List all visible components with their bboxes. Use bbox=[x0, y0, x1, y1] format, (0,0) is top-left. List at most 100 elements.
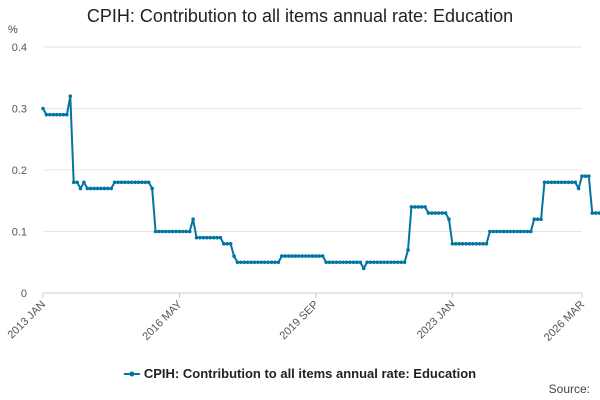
data-point bbox=[68, 94, 73, 98]
data-point bbox=[204, 235, 209, 240]
data-point bbox=[494, 229, 499, 234]
data-point bbox=[112, 180, 117, 185]
data-point bbox=[75, 180, 79, 185]
data-point bbox=[140, 180, 144, 185]
data-point bbox=[505, 229, 509, 234]
data-point bbox=[242, 260, 247, 265]
data-point bbox=[450, 242, 455, 246]
legend-marker bbox=[129, 371, 135, 377]
data-point bbox=[187, 229, 192, 234]
data-point bbox=[515, 229, 519, 234]
data-point bbox=[71, 180, 76, 185]
data-point bbox=[150, 186, 154, 191]
x-tick-label: 2019 SEP bbox=[278, 299, 322, 343]
data-point bbox=[293, 254, 298, 258]
data-point bbox=[283, 254, 288, 258]
data-point bbox=[123, 180, 127, 185]
data-point bbox=[276, 260, 281, 265]
data-point bbox=[542, 180, 547, 185]
data-point bbox=[245, 260, 250, 265]
data-point bbox=[85, 186, 90, 191]
data-point bbox=[501, 229, 506, 234]
data-point bbox=[344, 260, 349, 265]
data-point bbox=[453, 242, 458, 246]
y-axis-unit-label: % bbox=[8, 24, 18, 36]
data-point bbox=[136, 180, 141, 185]
data-point bbox=[590, 211, 595, 215]
data-point bbox=[566, 180, 571, 185]
data-point bbox=[153, 229, 158, 234]
data-point bbox=[310, 254, 315, 258]
data-point bbox=[395, 260, 400, 265]
data-point bbox=[239, 260, 243, 265]
data-point bbox=[324, 260, 328, 265]
data-point bbox=[430, 211, 434, 215]
data-point bbox=[440, 211, 444, 215]
data-point bbox=[413, 205, 417, 209]
data-point bbox=[262, 260, 267, 265]
y-tick-label: 0 bbox=[21, 288, 27, 300]
data-point bbox=[307, 254, 311, 258]
data-point bbox=[382, 260, 386, 265]
data-point bbox=[402, 260, 407, 265]
data-point bbox=[556, 180, 560, 185]
y-tick-label: 0.2 bbox=[12, 165, 27, 177]
data-point bbox=[406, 248, 410, 252]
data-point bbox=[273, 260, 277, 265]
data-point bbox=[539, 217, 543, 221]
data-point bbox=[208, 235, 212, 240]
data-point bbox=[88, 186, 93, 191]
data-point bbox=[61, 112, 66, 117]
data-point bbox=[297, 254, 301, 258]
data-point bbox=[184, 229, 189, 234]
data-point bbox=[54, 112, 59, 117]
chart-title: CPIH: Contribution to all items annual r… bbox=[86, 6, 514, 26]
data-point bbox=[488, 229, 492, 234]
data-point bbox=[508, 229, 513, 234]
data-point bbox=[269, 260, 274, 265]
data-point bbox=[569, 180, 574, 185]
data-point bbox=[78, 186, 83, 191]
x-tick-label: 2016 MAY bbox=[140, 298, 185, 343]
data-point bbox=[119, 180, 124, 185]
data-point bbox=[167, 229, 172, 234]
data-point bbox=[314, 254, 318, 258]
data-point bbox=[320, 254, 325, 258]
data-point bbox=[164, 229, 168, 234]
x-tick-label: 2026 MAR bbox=[542, 299, 587, 344]
data-point bbox=[464, 242, 468, 246]
data-point bbox=[593, 211, 598, 215]
data-point bbox=[484, 242, 489, 246]
data-point bbox=[498, 229, 502, 234]
y-tick-label: 0.1 bbox=[12, 227, 27, 239]
data-point bbox=[126, 180, 131, 185]
data-point bbox=[109, 186, 114, 191]
data-point bbox=[249, 260, 253, 265]
data-point bbox=[385, 260, 390, 265]
data-point bbox=[474, 242, 479, 246]
data-point bbox=[443, 211, 448, 215]
data-point bbox=[573, 180, 577, 185]
data-point bbox=[65, 112, 69, 117]
data-point bbox=[232, 254, 236, 258]
data-point bbox=[99, 186, 103, 191]
data-point bbox=[228, 242, 233, 246]
data-point bbox=[471, 242, 475, 246]
y-tick-label: 0.3 bbox=[12, 104, 27, 116]
data-point bbox=[372, 260, 376, 265]
data-point bbox=[143, 180, 148, 185]
data-point bbox=[433, 211, 438, 215]
data-point bbox=[191, 217, 195, 221]
y-tick-label: 0.4 bbox=[12, 42, 27, 54]
data-point bbox=[82, 180, 86, 185]
data-point bbox=[116, 180, 120, 185]
data-point bbox=[409, 205, 414, 209]
data-point bbox=[580, 174, 584, 178]
data-point bbox=[48, 112, 52, 117]
data-point bbox=[201, 235, 206, 240]
data-point bbox=[457, 242, 461, 246]
data-point bbox=[375, 260, 380, 265]
data-point bbox=[222, 242, 226, 246]
